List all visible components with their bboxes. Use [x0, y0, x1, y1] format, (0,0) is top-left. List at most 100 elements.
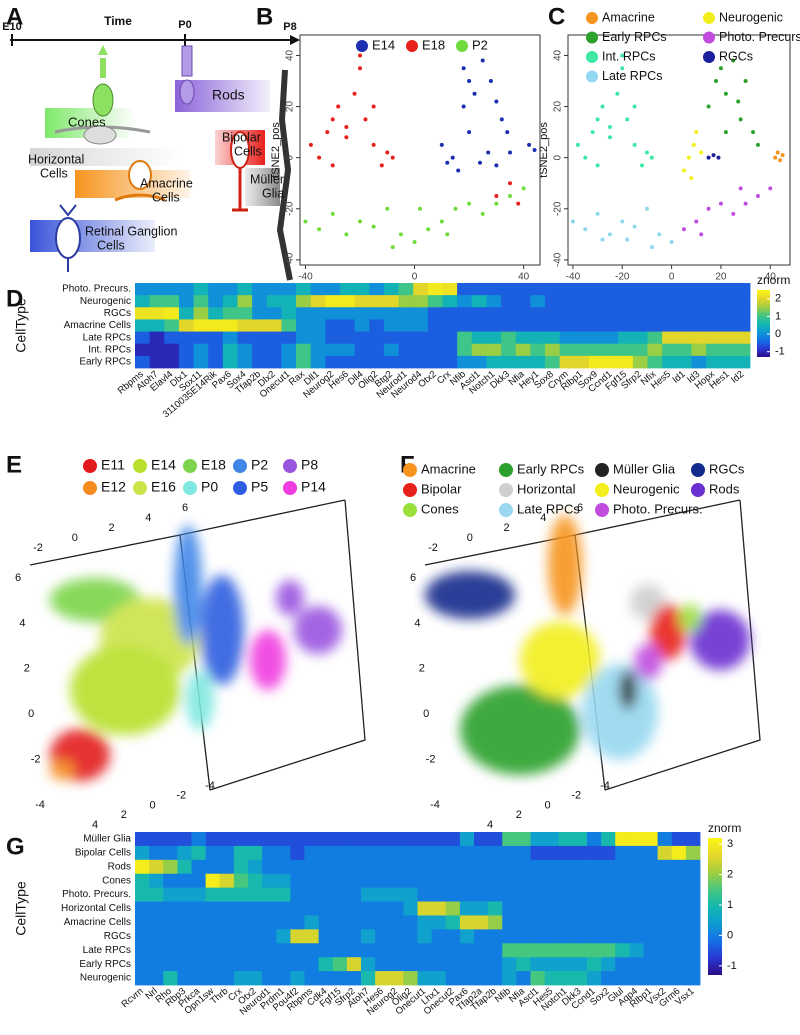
row-label: Int. RPCs	[88, 344, 131, 355]
heat-cell	[662, 307, 678, 320]
heat-cell	[657, 971, 673, 986]
heat-cell	[318, 957, 334, 972]
heat-cell	[588, 283, 604, 296]
heat-cell	[262, 971, 277, 986]
heat-cell	[629, 971, 644, 986]
heat-cell	[296, 283, 312, 296]
heat-cell	[398, 355, 414, 369]
heat-cell	[615, 832, 630, 847]
heat-cell	[375, 832, 390, 847]
heat-cell	[296, 343, 312, 357]
heat-cell	[629, 859, 644, 875]
point	[445, 160, 450, 165]
heat-cell	[647, 307, 663, 320]
heat-cell	[318, 887, 334, 902]
heat-cell	[369, 331, 385, 345]
heat-cell	[233, 859, 249, 875]
heat-cell	[276, 943, 291, 958]
y-tick-label: 0	[553, 154, 564, 160]
heat-cell	[618, 307, 634, 320]
heat-cell	[208, 283, 224, 296]
heat-cell	[310, 307, 326, 320]
heat-cell	[383, 331, 399, 345]
heat-cell	[205, 859, 221, 875]
heat-cell	[332, 859, 348, 875]
heat-cell	[219, 845, 235, 861]
heat-cell	[662, 319, 678, 332]
heat-cell	[544, 832, 560, 847]
column-label: Id2	[729, 369, 746, 386]
heat-cell	[149, 283, 165, 296]
heat-cell	[615, 943, 630, 958]
heat-cell	[629, 832, 644, 847]
point-cloud	[200, 575, 244, 685]
legend-label: Horizontal	[517, 481, 576, 496]
heat-cell	[135, 832, 150, 847]
heat-cell	[574, 295, 590, 308]
heat-cell	[559, 319, 575, 332]
legend-swatch	[133, 459, 147, 473]
heat-cell	[318, 915, 334, 930]
heat-cell	[205, 901, 221, 916]
heat-cell	[559, 343, 575, 357]
heat-cell	[325, 343, 341, 357]
heat-cell	[262, 887, 277, 902]
heat-cell	[177, 943, 192, 958]
heat-cell	[662, 355, 678, 369]
heat-cell	[164, 331, 180, 345]
heat-cell	[657, 873, 673, 889]
heat-cell	[135, 859, 150, 875]
heat-cell	[474, 832, 489, 847]
heat-cell	[431, 832, 447, 847]
heat-cell	[398, 331, 414, 345]
heat-cell	[706, 343, 722, 357]
heat-cell	[266, 343, 282, 357]
box-edge	[29, 499, 366, 791]
heat-cell	[208, 295, 224, 308]
heat-cell	[572, 859, 588, 875]
heat-cell	[276, 957, 291, 972]
heat-cell	[502, 832, 517, 847]
heat-cell	[417, 887, 433, 902]
heat-cell	[149, 915, 164, 930]
heat-cell	[281, 307, 297, 320]
axis-3d-tick-label: 0	[423, 708, 429, 720]
heat-cell	[325, 295, 341, 308]
heat-cell	[164, 295, 180, 308]
point	[773, 155, 778, 160]
legend-label: P5	[251, 479, 268, 495]
legend-swatch	[456, 40, 468, 52]
heat-cell	[222, 283, 238, 296]
point	[718, 66, 723, 71]
heat-cell	[544, 929, 560, 944]
legend-label: Cones	[421, 501, 459, 516]
heat-cell	[530, 859, 546, 875]
point	[595, 163, 600, 168]
heat-cell	[431, 859, 447, 875]
heat-cell	[135, 915, 150, 930]
heat-cell	[375, 943, 390, 958]
y-tick-label: 20	[553, 101, 564, 113]
heat-cell	[403, 859, 418, 875]
heat-cell	[262, 943, 277, 958]
heat-cell	[304, 943, 320, 958]
heat-cell	[177, 901, 192, 916]
heat-cell	[558, 957, 574, 972]
heat-cell	[544, 971, 560, 986]
heat-cell	[332, 873, 348, 889]
heat-cell	[354, 295, 370, 308]
heat-cell	[304, 901, 320, 916]
heat-cell	[403, 943, 418, 958]
heat-cell	[502, 915, 517, 930]
heat-cell	[290, 859, 305, 875]
heat-cell	[340, 283, 356, 296]
heat-cell	[178, 295, 194, 308]
heat-cell	[445, 915, 461, 930]
heat-cell	[647, 295, 663, 308]
heat-cell	[618, 319, 634, 332]
heat-cell	[643, 915, 659, 930]
heat-cell	[558, 929, 574, 944]
point-cloud	[50, 760, 74, 780]
heat-cell	[266, 319, 282, 332]
